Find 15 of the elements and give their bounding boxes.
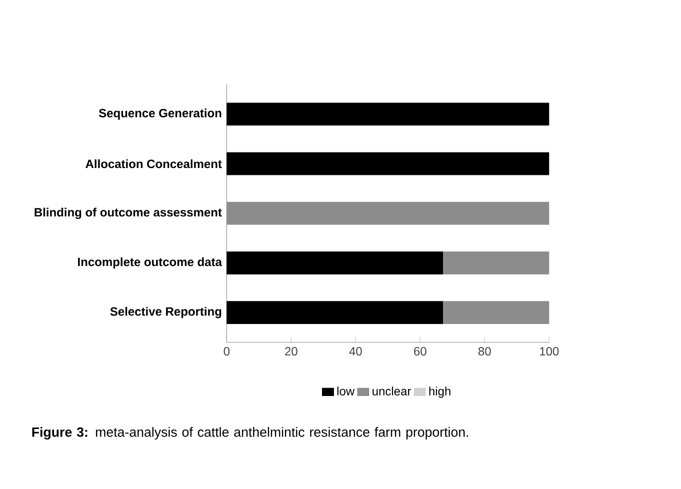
x-tick-label: 40 — [349, 347, 362, 356]
x-tick-label: 100 — [540, 347, 559, 356]
text: Figure 3: meta-analysis of cattle anthelmintic resistance farm proportion. — [32, 427, 468, 440]
y-tick-label: Sequence Generation — [98, 108, 222, 120]
x-tick-label: 20 — [285, 347, 298, 356]
y-tick-label: Incomplete outcome data — [78, 257, 222, 269]
legend-label: unclear — [372, 386, 411, 396]
y-tick-label: Selective Reporting — [110, 306, 222, 318]
legend-label: low — [337, 386, 355, 396]
legend-label: high — [429, 386, 450, 398]
y-tick-label: Allocation Concealment — [86, 159, 222, 168]
x-tick-label: 60 — [414, 347, 426, 356]
x-tick-label: 80 — [478, 347, 491, 356]
x-tick-label: 0 — [224, 347, 230, 356]
y-tick-label: Blinding of outcome assessment — [34, 208, 222, 219]
